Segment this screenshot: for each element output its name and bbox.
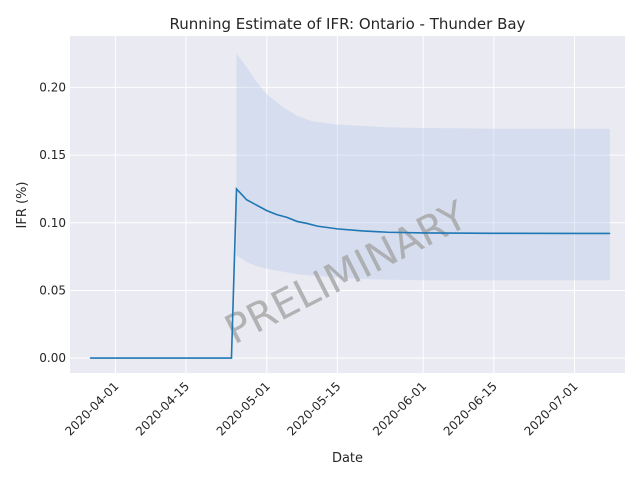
- x-tick-label: 2020-04-01: [62, 379, 121, 438]
- data-point: [306, 222, 308, 224]
- data-point: [236, 188, 237, 190]
- y-tick-label: 0.05: [39, 283, 66, 297]
- data-point: [609, 232, 611, 234]
- data-point: [574, 232, 576, 234]
- x-axis-ticks: 2020-04-01 2020-04-15 2020-05-01 2020-05-15…: [62, 379, 580, 438]
- confidence-band: [236, 53, 610, 281]
- data-point: [286, 216, 288, 218]
- data-point: [261, 207, 263, 209]
- y-axis-ticks: 0.00 0.05 0.10 0.15 0.20: [39, 80, 66, 365]
- y-tick-label: 0.15: [39, 148, 66, 162]
- data-point: [316, 225, 318, 227]
- data-point: [493, 232, 495, 234]
- data-point: [422, 232, 424, 234]
- plot-background: [70, 36, 625, 373]
- x-tick-label: 2020-07-01: [521, 379, 580, 438]
- x-tick-label: 2020-05-15: [284, 379, 343, 438]
- y-tick-label: 0.20: [39, 80, 66, 94]
- data-point: [276, 214, 278, 216]
- data-point: [246, 199, 248, 201]
- data-point: [241, 193, 243, 195]
- data-point: [89, 357, 91, 359]
- y-axis-label: IFR (%): [15, 182, 30, 229]
- data-point: [296, 220, 298, 222]
- data-point: [256, 204, 258, 206]
- y-tick-label: 0.10: [39, 216, 66, 230]
- data-point: [266, 210, 268, 212]
- data-point: [362, 230, 364, 232]
- data-point: [336, 228, 338, 230]
- data-point: [230, 357, 232, 359]
- chart-title: Running Estimate of IFR: Ontario - Thund…: [170, 15, 526, 33]
- x-tick-label: 2020-04-15: [133, 379, 192, 438]
- data-point: [387, 231, 389, 233]
- x-tick-label: 2020-06-15: [441, 379, 500, 438]
- data-point: [251, 201, 253, 203]
- y-tick-label: 0.00: [39, 351, 66, 365]
- ifr-series-points: [89, 188, 611, 359]
- x-tick-label: 2020-05-01: [214, 379, 273, 438]
- x-axis-label: Date: [332, 451, 363, 466]
- x-tick-label: 2020-06-01: [370, 379, 429, 438]
